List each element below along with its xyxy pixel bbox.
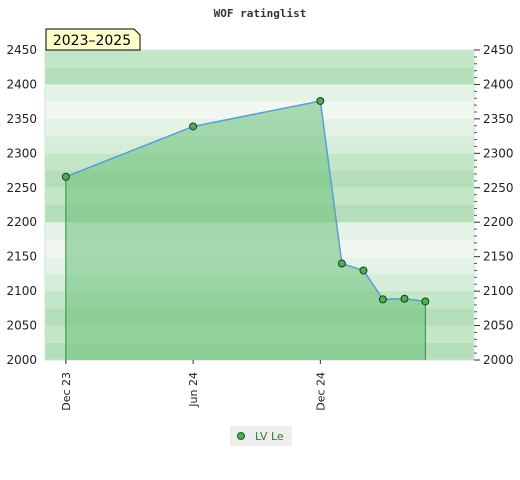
period-badge-label: 2023–2025: [53, 33, 131, 49]
grid-band: [45, 50, 474, 68]
y-tick-label-left: 2100: [6, 284, 37, 298]
y-tick-label-right: 2250: [483, 181, 514, 195]
data-point: [378, 295, 387, 304]
x-axis: Dec 23 Jun 24 Dec 24: [60, 360, 327, 411]
series-fill: [65, 100, 426, 360]
data-point: [359, 266, 368, 275]
data-point: [337, 259, 346, 268]
x-tick-label: Jun 24: [187, 372, 200, 408]
y-tick-label-left: 2150: [6, 250, 37, 264]
chart-title: WOF ratinglist: [214, 7, 307, 20]
y-tick-label-right: 2350: [483, 112, 514, 126]
y-tick-label-left: 2450: [6, 43, 37, 57]
legend: LV Le: [230, 426, 292, 446]
y-tick-label-left: 2000: [6, 353, 37, 367]
y-tick-label-left: 2200: [6, 215, 37, 229]
data-point: [421, 297, 430, 306]
period-badge-box: [45, 28, 141, 51]
y-tick-label-right: 2050: [483, 319, 514, 333]
y-minor-ticks: [474, 56, 477, 354]
data-point: [316, 96, 325, 105]
grid-band: [45, 101, 474, 119]
period-badge: 2023–2025: [45, 28, 141, 51]
y-tick-label-right: 2200: [483, 215, 514, 229]
grid-band: [45, 84, 474, 102]
y-axis-left: 2000 2050 2100 2150 2200 2250 2300 2350 2400 2450: [6, 43, 37, 367]
y-tick-label-left: 2400: [6, 77, 37, 91]
legend-marker-icon: [237, 432, 245, 440]
y-tick-label-right: 2000: [483, 353, 514, 367]
y-tick-label-left: 2050: [6, 319, 37, 333]
legend-box: [230, 426, 292, 446]
legend-entry-lv-le: LV Le: [255, 430, 284, 443]
x-tick-label: Dec 24: [314, 372, 327, 411]
y-axis-right: 2000 2050 2100 2150 2200 2250 2300 2350 2400 2450: [474, 43, 514, 367]
data-point: [61, 172, 70, 181]
y-tick-label-right: 2150: [483, 250, 514, 264]
data-point: [400, 294, 409, 303]
y-tick-label-right: 2400: [483, 77, 514, 91]
y-tick-label-right: 2450: [483, 43, 514, 57]
x-tick-label: Dec 23: [60, 372, 73, 411]
grid-band: [45, 67, 474, 85]
series-area: [61, 96, 430, 360]
y-tick-label-right: 2100: [483, 284, 514, 298]
y-tick-label-left: 2250: [6, 181, 37, 195]
data-point: [189, 122, 198, 131]
y-tick-label-left: 2300: [6, 146, 37, 160]
y-tick-label-left: 2350: [6, 112, 37, 126]
y-tick-label-right: 2300: [483, 146, 514, 160]
